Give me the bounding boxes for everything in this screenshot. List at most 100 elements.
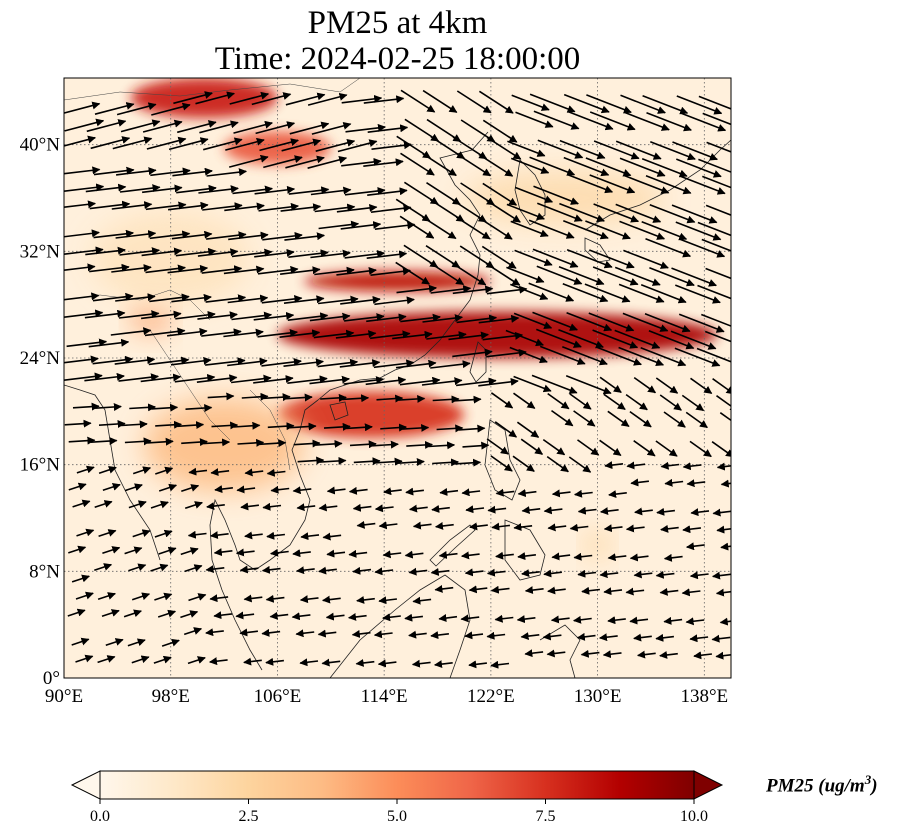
wind-arrow bbox=[679, 175, 726, 195]
pm25-plume bbox=[277, 391, 465, 438]
wind-arrow bbox=[150, 167, 191, 177]
wind-arrow bbox=[336, 203, 378, 213]
wind-arrow bbox=[539, 345, 586, 365]
wind-arrow bbox=[701, 238, 731, 252]
wind-arrow bbox=[348, 549, 368, 558]
wind-arrow bbox=[432, 395, 460, 404]
wind-arrow bbox=[180, 610, 199, 619]
colorbar-ticks: 0.0 2.5 5.0 7.5 10.0 bbox=[90, 799, 708, 825]
wind-arrow bbox=[614, 266, 661, 286]
wind-arrow bbox=[173, 91, 213, 105]
wind-arrow bbox=[456, 90, 492, 114]
wind-arrow bbox=[372, 440, 399, 449]
wind-arrow bbox=[640, 347, 687, 367]
wind-arrow bbox=[576, 632, 596, 641]
wind-arrow bbox=[648, 330, 695, 350]
lat-tick-label: 24°N bbox=[20, 348, 61, 369]
wind-arrow bbox=[580, 649, 600, 658]
wind-arrow bbox=[349, 440, 377, 449]
wind-arrow bbox=[426, 331, 467, 340]
wind-arrow bbox=[641, 157, 688, 178]
wind-arrow bbox=[167, 264, 209, 274]
wind-arrow bbox=[314, 203, 356, 213]
wind-arrow bbox=[307, 155, 348, 169]
lat-tick-label: 8°N bbox=[29, 561, 60, 582]
wind-arrow bbox=[115, 230, 157, 239]
wind-arrow bbox=[568, 456, 592, 473]
wind-arrow bbox=[614, 329, 661, 349]
wind-arrow bbox=[375, 457, 403, 466]
wind-arrow bbox=[434, 584, 454, 593]
wind-arrow bbox=[317, 358, 359, 368]
wind-arrow bbox=[482, 119, 518, 143]
wind-arrow bbox=[201, 265, 243, 274]
wind-arrow bbox=[196, 374, 238, 383]
wind-arrow bbox=[348, 486, 368, 495]
wind-arrow bbox=[374, 567, 394, 576]
wind-arrow bbox=[185, 404, 213, 413]
pm25-plume bbox=[304, 271, 491, 292]
wind-arrow bbox=[547, 392, 570, 410]
wind-arrow bbox=[408, 630, 427, 639]
wind-arrow bbox=[524, 586, 544, 595]
wind-arrow bbox=[64, 263, 96, 272]
wind-arrow bbox=[262, 502, 282, 511]
wind-arrow bbox=[244, 531, 263, 540]
wind-arrow bbox=[660, 524, 679, 533]
wind-arrow bbox=[633, 376, 657, 394]
wind-arrow bbox=[569, 523, 589, 532]
wind-arrow bbox=[517, 552, 536, 561]
wind-arrow bbox=[284, 232, 325, 241]
laos-vietnam-border bbox=[249, 389, 291, 471]
wind-arrow bbox=[315, 439, 343, 448]
wind-arrow bbox=[175, 310, 216, 320]
wind-arrow bbox=[409, 504, 428, 513]
wind-arrow bbox=[577, 439, 600, 456]
wind-arrow bbox=[351, 629, 371, 638]
wind-arrow bbox=[370, 204, 412, 213]
wind-arrow bbox=[655, 570, 675, 579]
wind-arrow bbox=[263, 155, 303, 169]
wind-arrow bbox=[398, 457, 425, 466]
wind-arrow bbox=[558, 265, 605, 286]
wind-arrow bbox=[198, 185, 239, 194]
wind-arrow bbox=[421, 377, 463, 386]
wind-arrow bbox=[395, 261, 430, 285]
wind-arrow bbox=[98, 419, 126, 428]
wind-arrow bbox=[131, 592, 151, 601]
wind-arrow bbox=[227, 357, 268, 367]
wind-arrow bbox=[408, 567, 428, 576]
wind-arrow bbox=[374, 221, 416, 230]
map-timestamp: Time: 2024-02-25 18:00:00 bbox=[214, 41, 581, 77]
wind-arrow bbox=[205, 565, 225, 574]
wind-arrow bbox=[482, 331, 524, 341]
wind-arrow bbox=[76, 465, 95, 474]
wind-arrow bbox=[235, 548, 255, 557]
wind-arrow bbox=[615, 140, 662, 160]
wind-arrow bbox=[197, 248, 239, 257]
wind-arrow bbox=[253, 374, 294, 384]
wind-arrow bbox=[356, 520, 376, 529]
wind-arrow bbox=[318, 295, 359, 305]
wind-arrow bbox=[168, 201, 209, 211]
coastlines bbox=[64, 131, 731, 678]
wind-arrow bbox=[649, 267, 695, 287]
pm25-plume bbox=[584, 531, 611, 559]
wind-arrow bbox=[255, 121, 296, 135]
wind-arrow bbox=[287, 312, 329, 321]
wind-arrow bbox=[405, 487, 424, 496]
wind-arrow bbox=[267, 422, 295, 431]
wind-arrow bbox=[599, 376, 622, 394]
wind-arrow bbox=[697, 284, 731, 300]
wind-arrow bbox=[670, 330, 717, 350]
wind-arrow bbox=[343, 376, 385, 385]
wind-arrow bbox=[89, 200, 131, 210]
wind-arrow bbox=[92, 355, 134, 365]
wind-arrow bbox=[240, 502, 259, 511]
wind-arrow bbox=[366, 250, 408, 259]
wind-arrow bbox=[184, 564, 203, 573]
wind-arrow bbox=[712, 378, 731, 395]
wind-arrow bbox=[689, 571, 709, 580]
wind-arrow bbox=[593, 203, 640, 223]
colorbar-min-extend bbox=[70, 770, 101, 800]
